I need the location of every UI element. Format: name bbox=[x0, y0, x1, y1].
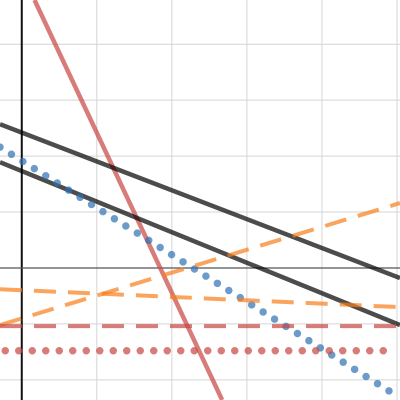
line-series bbox=[0, 162, 400, 325]
line-series bbox=[0, 124, 400, 278]
line-series bbox=[0, 147, 400, 398]
line-series bbox=[0, 203, 400, 325]
line-series bbox=[0, 289, 400, 307]
